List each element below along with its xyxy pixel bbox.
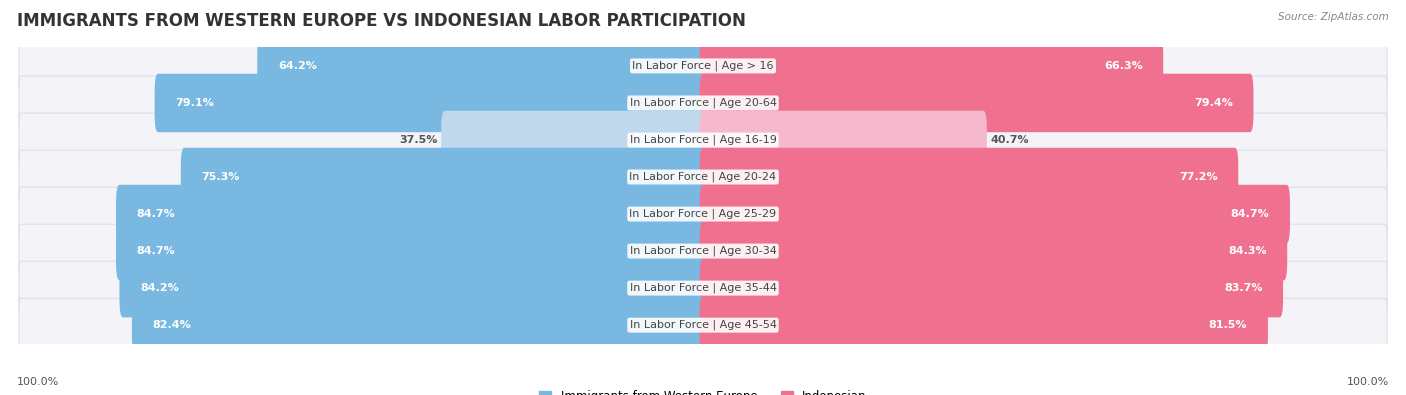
FancyBboxPatch shape <box>18 150 1388 204</box>
Text: 83.7%: 83.7% <box>1223 283 1263 293</box>
Text: 84.3%: 84.3% <box>1227 246 1267 256</box>
Text: 84.7%: 84.7% <box>136 246 176 256</box>
FancyBboxPatch shape <box>18 39 1388 93</box>
Text: 84.7%: 84.7% <box>136 209 176 219</box>
Text: 82.4%: 82.4% <box>152 320 191 330</box>
Text: In Labor Force | Age 20-24: In Labor Force | Age 20-24 <box>630 172 776 182</box>
Text: In Labor Force | Age 25-29: In Labor Force | Age 25-29 <box>630 209 776 219</box>
Text: 40.7%: 40.7% <box>990 135 1029 145</box>
Text: In Labor Force | Age 20-64: In Labor Force | Age 20-64 <box>630 98 776 108</box>
FancyBboxPatch shape <box>117 222 706 280</box>
FancyBboxPatch shape <box>700 148 1239 206</box>
FancyBboxPatch shape <box>257 37 706 95</box>
FancyBboxPatch shape <box>120 259 706 317</box>
Text: In Labor Force | Age > 16: In Labor Force | Age > 16 <box>633 61 773 71</box>
Text: 100.0%: 100.0% <box>17 377 59 387</box>
Text: IMMIGRANTS FROM WESTERN EUROPE VS INDONESIAN LABOR PARTICIPATION: IMMIGRANTS FROM WESTERN EUROPE VS INDONE… <box>17 12 745 30</box>
Text: 81.5%: 81.5% <box>1209 320 1247 330</box>
Text: 75.3%: 75.3% <box>201 172 240 182</box>
FancyBboxPatch shape <box>700 259 1284 317</box>
FancyBboxPatch shape <box>117 185 706 243</box>
Text: 79.1%: 79.1% <box>176 98 214 108</box>
Text: 37.5%: 37.5% <box>399 135 437 145</box>
Text: 84.7%: 84.7% <box>1230 209 1270 219</box>
Text: 77.2%: 77.2% <box>1180 172 1218 182</box>
FancyBboxPatch shape <box>18 261 1388 315</box>
Text: 64.2%: 64.2% <box>278 61 316 71</box>
Text: Source: ZipAtlas.com: Source: ZipAtlas.com <box>1278 12 1389 22</box>
FancyBboxPatch shape <box>18 187 1388 241</box>
Text: In Labor Force | Age 16-19: In Labor Force | Age 16-19 <box>630 135 776 145</box>
Text: In Labor Force | Age 30-34: In Labor Force | Age 30-34 <box>630 246 776 256</box>
FancyBboxPatch shape <box>700 111 987 169</box>
FancyBboxPatch shape <box>132 296 706 354</box>
FancyBboxPatch shape <box>700 74 1254 132</box>
FancyBboxPatch shape <box>155 74 706 132</box>
Text: 66.3%: 66.3% <box>1104 61 1143 71</box>
Legend: Immigrants from Western Europe, Indonesian: Immigrants from Western Europe, Indonesi… <box>540 390 866 395</box>
FancyBboxPatch shape <box>18 224 1388 278</box>
Text: 79.4%: 79.4% <box>1194 98 1233 108</box>
Text: In Labor Force | Age 45-54: In Labor Force | Age 45-54 <box>630 320 776 330</box>
FancyBboxPatch shape <box>700 37 1163 95</box>
Text: 100.0%: 100.0% <box>1347 377 1389 387</box>
FancyBboxPatch shape <box>700 222 1288 280</box>
Text: In Labor Force | Age 35-44: In Labor Force | Age 35-44 <box>630 283 776 293</box>
FancyBboxPatch shape <box>441 111 706 169</box>
FancyBboxPatch shape <box>18 298 1388 352</box>
FancyBboxPatch shape <box>18 113 1388 167</box>
Text: 84.2%: 84.2% <box>141 283 179 293</box>
FancyBboxPatch shape <box>18 76 1388 130</box>
FancyBboxPatch shape <box>700 185 1289 243</box>
FancyBboxPatch shape <box>181 148 706 206</box>
FancyBboxPatch shape <box>700 296 1268 354</box>
